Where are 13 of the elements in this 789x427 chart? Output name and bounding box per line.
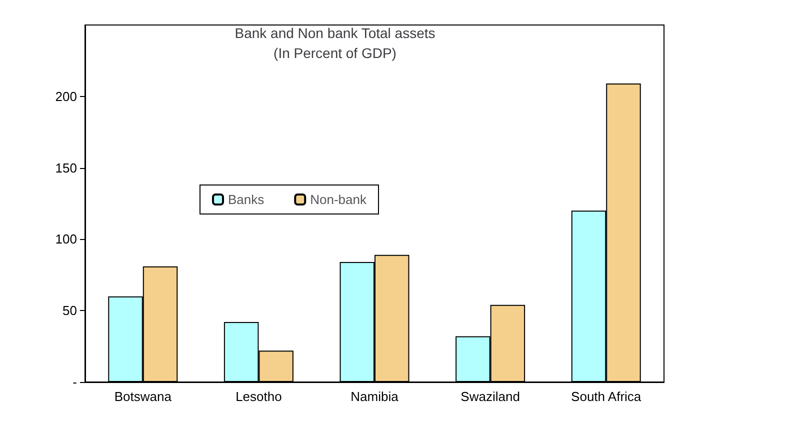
y-tick-label: 150 — [55, 160, 77, 176]
legend-label: Non-bank — [310, 192, 367, 207]
x-tick-label: Lesotho — [236, 389, 282, 404]
legend-label: Banks — [228, 192, 265, 207]
y-tick-label: 200 — [55, 88, 77, 104]
y-tick-label: - — [72, 374, 77, 390]
x-tick-label: Namibia — [350, 389, 400, 404]
x-tick-label: Botswana — [114, 389, 172, 404]
y-tick-label: 50 — [62, 303, 77, 318]
text: Bank and Non bank Total assets (In Percent of GDP) — [234, 25, 436, 61]
x-tick-label: Swaziland — [460, 389, 520, 404]
x-tick-label: South Africa — [571, 389, 642, 404]
y-tick-label: 100 — [55, 232, 77, 247]
